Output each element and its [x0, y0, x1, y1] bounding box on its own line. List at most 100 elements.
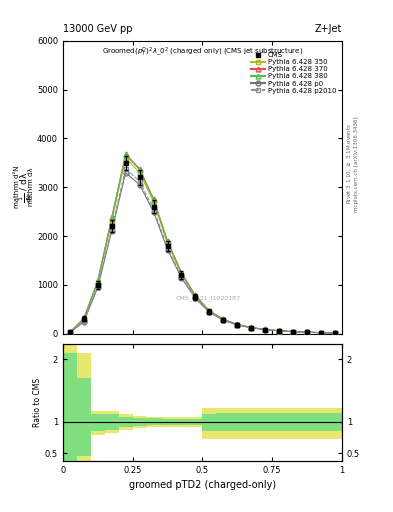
Y-axis label: $\mathregular{\frac{1}{dN}}$ / $\mathregular{d\lambda}$: $\mathregular{\frac{1}{dN}}$ / $\mathreg… — [18, 172, 34, 203]
Pythia 6.428 350 — [193, 293, 198, 300]
Pythia 6.428 370 — [249, 325, 253, 331]
Pythia 6.428 350 — [319, 330, 323, 336]
Text: CMS_2021_I1920187: CMS_2021_I1920187 — [176, 295, 241, 301]
Line: Pythia 6.428 p2010: Pythia 6.428 p2010 — [68, 166, 337, 335]
Pythia 6.428 370 — [263, 326, 268, 332]
Pythia 6.428 380 — [332, 330, 337, 336]
Pythia 6.428 350 — [109, 218, 114, 224]
Pythia 6.428 p2010 — [235, 322, 240, 328]
Pythia 6.428 p0 — [207, 309, 212, 315]
Pythia 6.428 p2010 — [277, 328, 281, 334]
Pythia 6.428 370 — [319, 330, 323, 336]
Pythia 6.428 p2010 — [109, 226, 114, 232]
Pythia 6.428 p0 — [123, 169, 128, 176]
Pythia 6.428 380 — [165, 239, 170, 245]
Pythia 6.428 350 — [207, 308, 212, 314]
Pythia 6.428 p0 — [193, 295, 198, 302]
Pythia 6.428 370 — [123, 151, 128, 157]
Pythia 6.428 p2010 — [95, 283, 100, 289]
Pythia 6.428 380 — [221, 316, 226, 323]
Pythia 6.428 p0 — [165, 247, 170, 253]
Pythia 6.428 380 — [95, 279, 100, 285]
Pythia 6.428 380 — [81, 315, 86, 322]
Pythia 6.428 350 — [81, 317, 86, 323]
X-axis label: groomed pTD2 (charged-only): groomed pTD2 (charged-only) — [129, 480, 276, 490]
Pythia 6.428 370 — [68, 329, 72, 335]
Pythia 6.428 p2010 — [207, 309, 212, 315]
Line: Pythia 6.428 380: Pythia 6.428 380 — [68, 153, 337, 335]
Line: Pythia 6.428 p0: Pythia 6.428 p0 — [68, 170, 337, 335]
Pythia 6.428 p0 — [305, 329, 309, 335]
Pythia 6.428 380 — [305, 329, 309, 335]
Pythia 6.428 p2010 — [305, 329, 309, 335]
Pythia 6.428 p2010 — [263, 327, 268, 333]
Text: mcplots.cern.ch [arXiv:1306.3436]: mcplots.cern.ch [arXiv:1306.3436] — [354, 116, 359, 211]
Pythia 6.428 p0 — [332, 330, 337, 336]
Pythia 6.428 p0 — [263, 327, 268, 333]
Pythia 6.428 350 — [305, 329, 309, 335]
Pythia 6.428 p2010 — [68, 329, 72, 335]
Pythia 6.428 380 — [179, 270, 184, 276]
Pythia 6.428 370 — [193, 292, 198, 298]
Pythia 6.428 370 — [277, 328, 281, 334]
Pythia 6.428 380 — [263, 327, 268, 333]
Pythia 6.428 p2010 — [151, 206, 156, 212]
Pythia 6.428 p0 — [137, 182, 142, 188]
Pythia 6.428 p0 — [179, 275, 184, 281]
Pythia 6.428 350 — [332, 330, 337, 336]
Pythia 6.428 380 — [137, 166, 142, 173]
Pythia 6.428 370 — [95, 278, 100, 284]
Pythia 6.428 370 — [291, 329, 296, 335]
Pythia 6.428 370 — [332, 330, 337, 336]
Pythia 6.428 370 — [151, 196, 156, 202]
Text: 13000 GeV pp: 13000 GeV pp — [63, 24, 132, 34]
Pythia 6.428 p2010 — [81, 318, 86, 324]
Pythia 6.428 370 — [305, 329, 309, 335]
Pythia 6.428 350 — [179, 271, 184, 277]
Pythia 6.428 370 — [109, 215, 114, 221]
Pythia 6.428 380 — [277, 328, 281, 334]
Pythia 6.428 350 — [137, 169, 142, 176]
Pythia 6.428 380 — [207, 308, 212, 314]
Pythia 6.428 p0 — [151, 208, 156, 215]
Pythia 6.428 p0 — [81, 319, 86, 325]
Pythia 6.428 380 — [235, 322, 240, 328]
Pythia 6.428 p0 — [319, 330, 323, 336]
Pythia 6.428 p2010 — [179, 273, 184, 280]
Y-axis label: Ratio to CMS: Ratio to CMS — [33, 378, 42, 427]
Pythia 6.428 p2010 — [221, 317, 226, 323]
Text: Rivet 3.1.10, $\geq$ 3.1M events: Rivet 3.1.10, $\geq$ 3.1M events — [346, 123, 353, 204]
Pythia 6.428 370 — [137, 166, 142, 172]
Pythia 6.428 380 — [249, 325, 253, 331]
Pythia 6.428 370 — [207, 308, 212, 314]
Pythia 6.428 370 — [81, 315, 86, 322]
Pythia 6.428 380 — [68, 329, 72, 335]
Pythia 6.428 p2010 — [332, 330, 337, 336]
Pythia 6.428 350 — [221, 316, 226, 323]
Pythia 6.428 380 — [193, 293, 198, 299]
Pythia 6.428 p2010 — [193, 294, 198, 301]
Pythia 6.428 350 — [235, 322, 240, 328]
Pythia 6.428 p0 — [221, 317, 226, 324]
Pythia 6.428 380 — [319, 330, 323, 336]
Pythia 6.428 350 — [165, 240, 170, 246]
Pythia 6.428 p0 — [95, 284, 100, 290]
Pythia 6.428 p0 — [249, 325, 253, 331]
Pythia 6.428 370 — [221, 316, 226, 323]
Pythia 6.428 p2010 — [291, 329, 296, 335]
Pythia 6.428 370 — [235, 322, 240, 328]
Pythia 6.428 380 — [109, 216, 114, 222]
Pythia 6.428 350 — [68, 329, 72, 335]
Pythia 6.428 380 — [123, 152, 128, 158]
Pythia 6.428 350 — [249, 325, 253, 331]
Pythia 6.428 p2010 — [165, 245, 170, 251]
Pythia 6.428 p2010 — [249, 325, 253, 331]
Text: mathrm d²N

mathrm dλ: mathrm d²N mathrm dλ — [14, 166, 34, 208]
Pythia 6.428 p0 — [277, 328, 281, 334]
Pythia 6.428 p0 — [109, 228, 114, 234]
Pythia 6.428 p0 — [68, 330, 72, 336]
Text: Groomed$(p_T^D)^2\lambda\_0^2$ (charged only) (CMS jet substructure): Groomed$(p_T^D)^2\lambda\_0^2$ (charged … — [102, 46, 303, 59]
Legend: CMS, Pythia 6.428 350, Pythia 6.428 370, Pythia 6.428 380, Pythia 6.428 p0, Pyth: CMS, Pythia 6.428 350, Pythia 6.428 370,… — [249, 50, 338, 96]
Pythia 6.428 350 — [123, 155, 128, 161]
Pythia 6.428 p2010 — [137, 178, 142, 184]
